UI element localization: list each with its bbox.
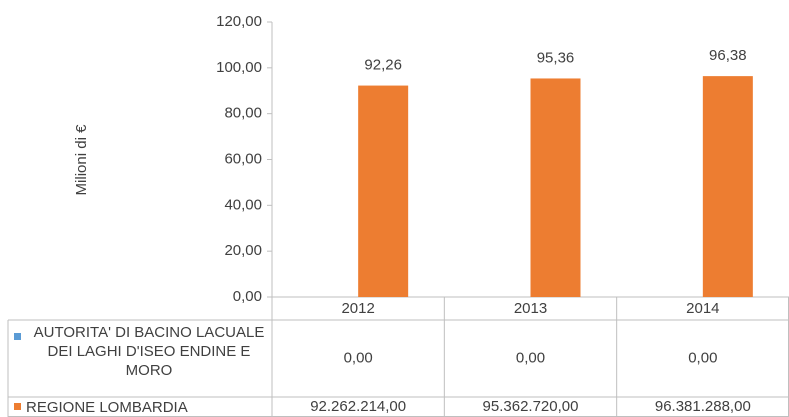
y-tick-label: 100,00 bbox=[216, 59, 262, 76]
data-label: 95,36 bbox=[537, 49, 575, 66]
y-tick-label: 60,00 bbox=[224, 150, 262, 167]
y-tick-label: 40,00 bbox=[224, 196, 262, 213]
legend-label: AUTORITA' DI BACINO LACUALE DEI LAGHI D'… bbox=[33, 324, 265, 379]
y-tick-label: 0,00 bbox=[233, 288, 262, 305]
y-tick-label: 120,00 bbox=[216, 13, 262, 30]
data-label: 92,26 bbox=[364, 57, 402, 74]
bar bbox=[530, 78, 581, 297]
y-tick-label: 20,00 bbox=[224, 242, 262, 259]
bar bbox=[702, 76, 753, 297]
table-cell: 0,00 bbox=[344, 349, 373, 366]
legend-label: REGIONE LOMBARDIA bbox=[26, 399, 188, 416]
table-cell: 96.381.288,00 bbox=[655, 398, 751, 415]
legend-key bbox=[14, 333, 21, 340]
table-cell: 0,00 bbox=[516, 349, 545, 366]
y-tick-label: 80,00 bbox=[224, 105, 262, 122]
legend-key bbox=[14, 403, 21, 410]
x-tick-label: 2013 bbox=[514, 300, 547, 317]
y-axis-label: Milioni di € bbox=[73, 124, 90, 196]
table-cell: 92.262.214,00 bbox=[310, 398, 406, 415]
data-label: 96,38 bbox=[709, 47, 747, 64]
x-tick-label: 2014 bbox=[686, 300, 719, 317]
bar bbox=[358, 85, 409, 297]
table-cell: 0,00 bbox=[688, 349, 717, 366]
x-tick-label: 2012 bbox=[341, 300, 374, 317]
table-cell: 95.362.720,00 bbox=[483, 398, 579, 415]
